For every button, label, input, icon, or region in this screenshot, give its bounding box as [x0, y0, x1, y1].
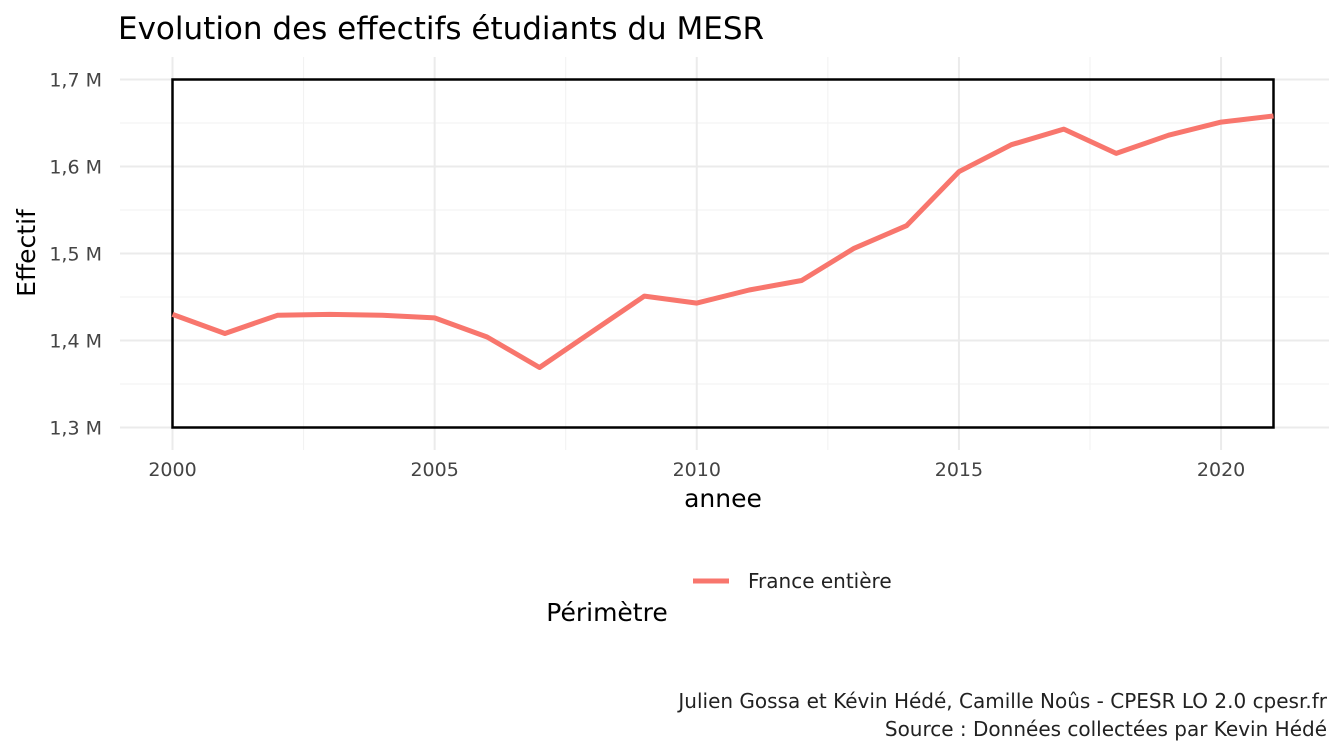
caption-authors: Julien Gossa et Kévin Hédé, Camille Noûs…	[676, 689, 1327, 713]
chart-title: Evolution des effectifs étudiants du MES…	[118, 11, 764, 47]
legend-label-france-entiere: France entière	[748, 569, 892, 593]
x-tick-label: 2010	[673, 459, 721, 481]
y-tick-label: 1,6 M	[49, 157, 102, 179]
y-tick-label: 1,5 M	[49, 244, 102, 266]
x-tick-label: 2000	[148, 459, 196, 481]
y-tick-label: 1,3 M	[49, 418, 102, 440]
x-tick-label: 2005	[410, 459, 458, 481]
x-axis-title: annee	[684, 484, 762, 513]
caption-source: Source : Données collectées par Kevin Hé…	[885, 717, 1327, 741]
series-layer	[171, 113, 1274, 370]
grid-major	[120, 57, 1329, 450]
y-tick-label: 1,7 M	[49, 70, 102, 92]
x-tick-label: 2020	[1197, 459, 1245, 481]
x-axis-ticks: 2000 2005 2010 2015 2020	[148, 459, 1245, 481]
y-axis-ticks: 1,3 M 1,4 M 1,5 M 1,6 M 1,7 M	[49, 70, 102, 440]
x-tick-label: 2015	[935, 459, 983, 481]
legend: France entière Périmètre	[546, 569, 891, 627]
y-axis-title: Effectif	[12, 208, 41, 297]
legend-title: Périmètre	[546, 598, 667, 627]
panel-border	[171, 78, 1275, 429]
y-tick-label: 1,4 M	[49, 331, 102, 353]
series-line-france-entiere	[171, 113, 1274, 370]
